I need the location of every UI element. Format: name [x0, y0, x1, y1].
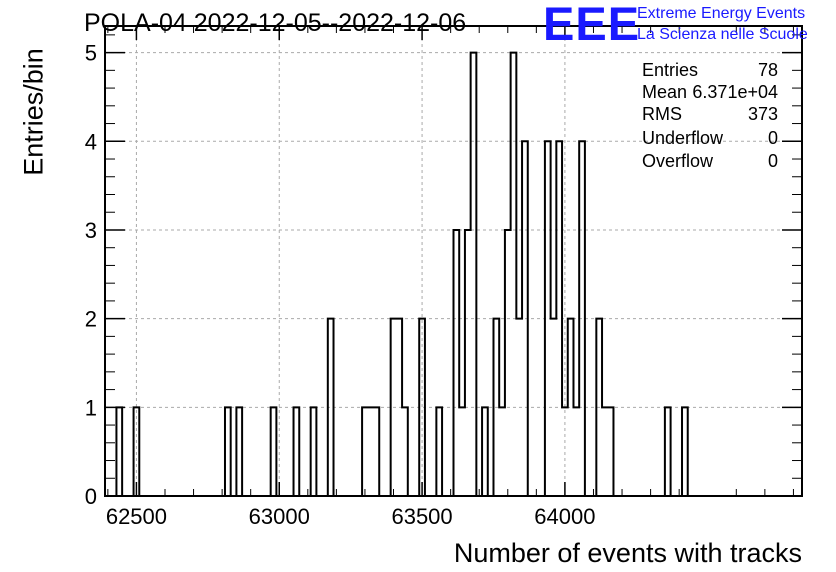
x-tick-label: 63000 [249, 504, 310, 529]
stat-value-entries: 78 [757, 60, 778, 80]
y-tick-label: 0 [85, 484, 97, 509]
axis-ticks [105, 26, 802, 497]
tick-labels: 62500 63000 63500 64000 0 1 2 3 4 5 [85, 41, 596, 529]
plot-frame [104, 25, 803, 497]
chart-title: POLA-04 2022-12-05--2022-12-06 [84, 9, 467, 37]
stat-value-underflow: 0 [767, 128, 778, 148]
eee-logo: EEE [543, 0, 641, 50]
histogram-series-line [105, 51, 802, 497]
x-tick-label: 62500 [106, 504, 167, 529]
stat-label-rms: RMS [642, 104, 682, 124]
stat-value-overflow: 0 [767, 151, 778, 171]
logo-caption: Extreme Energy Events La Scienza nelle S… [637, 3, 808, 45]
y-tick-label: 4 [85, 129, 97, 154]
stat-label-mean: Mean [642, 82, 688, 102]
stat-value-mean: 6.371e+04 [692, 82, 778, 102]
x-tick-label: 63500 [391, 504, 452, 529]
x-tick-label: 64000 [534, 504, 595, 529]
logo-caption-line2: La Scienza nelle Scuole [637, 26, 808, 43]
y-axis-label: Entries/bin [18, 48, 49, 176]
y-tick-label: 1 [85, 395, 97, 420]
stat-label-overflow: Overflow [642, 151, 714, 171]
y-tick-label: 3 [85, 218, 97, 243]
y-tick-label: 2 [85, 307, 97, 332]
logo-caption-line1: Extreme Energy Events [637, 5, 806, 22]
stat-label-entries: Entries [642, 60, 699, 80]
stat-label-underflow: Underflow [642, 128, 724, 148]
y-tick-label: 5 [85, 41, 97, 66]
stat-value-rms: 373 [747, 104, 778, 124]
x-axis-label: Number of events with tracks [453, 538, 802, 568]
